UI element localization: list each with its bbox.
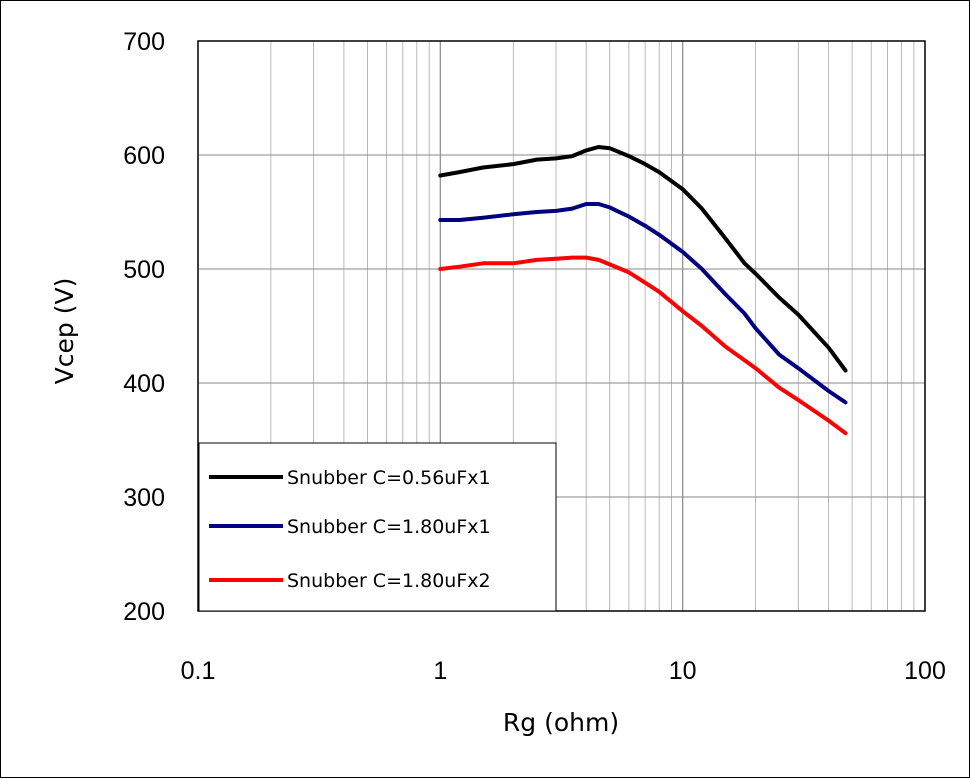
x-tick-labels: 0.1 1 10 100: [181, 657, 946, 685]
series-line-2: [438, 255, 848, 436]
series-line-0: [438, 145, 848, 373]
y-tick-label: 700: [123, 28, 165, 56]
y-tick-label: 200: [123, 598, 165, 626]
legend-label-1: Snubber C=1.80uFx1: [287, 516, 491, 538]
y-tick-labels: 200 300 400 500 600 700: [123, 28, 165, 626]
x-tick-label: 0.1: [181, 657, 216, 685]
y-tick-label: 500: [123, 256, 165, 284]
y-tick-label: 300: [123, 484, 165, 512]
legend: Snubber C=0.56uFx1 Snubber C=1.80uFx1 Sn…: [198, 442, 557, 612]
x-tick-label: 100: [904, 657, 946, 685]
y-tick-label: 400: [123, 370, 165, 398]
legend-label-2: Snubber C=1.80uFx2: [287, 570, 491, 592]
x-tick-label: 10: [669, 657, 697, 685]
series-lines: [438, 145, 848, 436]
x-tick-label: 1: [433, 657, 447, 685]
series-line-1: [438, 202, 848, 405]
plot-border: [197, 40, 926, 612]
legend-label-0: Snubber C=0.56uFx1: [287, 467, 491, 489]
y-tick-label: 600: [123, 142, 165, 170]
x-axis-title: Rg (ohm): [503, 708, 619, 737]
y-axis-title: Vcep (V): [50, 278, 79, 385]
